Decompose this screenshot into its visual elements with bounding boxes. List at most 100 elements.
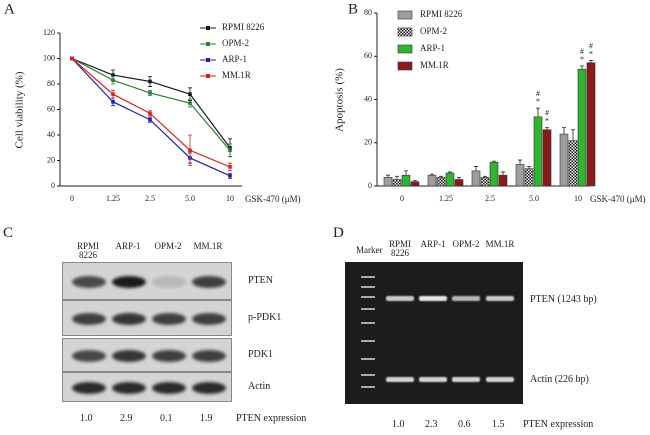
point [111, 73, 115, 77]
expression-label: PTEN expression [236, 413, 307, 424]
bar [559, 133, 569, 187]
lane-label: ARP-1 [420, 239, 446, 249]
y-tick-label: 80 [47, 79, 55, 88]
band-label: PTEN (1243 bp) [530, 294, 597, 305]
blot-band [192, 350, 226, 362]
blot-band [152, 276, 186, 288]
y-tick-label: 40 [47, 130, 55, 139]
lane-label: ARP-1 [115, 241, 141, 251]
error-bar [518, 159, 522, 165]
significance-marker: * [536, 97, 540, 106]
gel-band [452, 296, 480, 301]
marker-band [361, 322, 375, 324]
point [111, 92, 115, 96]
legend-swatch [397, 27, 413, 37]
legend-swatch [397, 61, 413, 71]
point [148, 111, 152, 116]
legend-label: RPMI 8226 [420, 9, 463, 19]
lane-label: MM.1R [193, 241, 223, 251]
error-bar [474, 166, 478, 171]
error-bar [545, 127, 549, 130]
point [111, 100, 115, 104]
lane-label: RPMI 8226 [76, 241, 99, 260]
panel-label: C [3, 225, 14, 241]
error-bar [386, 174, 390, 178]
x-tick-label: 1.25 [106, 194, 120, 203]
expression-value: 1.9 [200, 413, 213, 424]
legend-label: OPM-2 [222, 38, 249, 48]
y-axis-label: Apoptosis (%) [334, 68, 346, 132]
point [111, 78, 115, 82]
bar [454, 179, 464, 187]
point [188, 92, 192, 96]
blot-band [152, 382, 186, 394]
lane-label: OPM-2 [154, 241, 182, 251]
blot-row [62, 262, 232, 300]
bar [577, 68, 587, 187]
legend-label: OPM-2 [420, 26, 447, 36]
y-tick-label: 100 [43, 53, 55, 62]
blot-band [72, 350, 106, 362]
error-bar [589, 60, 593, 63]
bar [586, 62, 596, 187]
error-bar [501, 171, 505, 176]
expression-value: 2.9 [120, 413, 133, 424]
marker-label: Marker [356, 245, 383, 255]
marker-band [361, 374, 375, 376]
x-tick-label: 10 [226, 194, 234, 203]
gel-band [386, 377, 414, 382]
significance-marker: # [536, 89, 540, 98]
point [148, 117, 152, 122]
point [148, 91, 152, 95]
error-bar [404, 170, 408, 176]
expression-value: 2.3 [425, 419, 438, 430]
error-bar [580, 65, 584, 70]
bar [471, 170, 481, 187]
blot-band [112, 382, 146, 394]
blot-row [62, 300, 232, 336]
x-tick-label: 5.0 [185, 194, 195, 203]
error-bar [536, 107, 540, 117]
y-tick-label: 80 [364, 8, 372, 17]
expression-value: 1.0 [80, 413, 93, 424]
row-label: p-PDK1 [248, 312, 282, 323]
series-line [71, 57, 231, 149]
panel-label: B [348, 1, 358, 17]
error-bar [562, 127, 566, 135]
blot-band [112, 350, 146, 362]
bar [533, 116, 543, 187]
blot-band [192, 382, 226, 394]
legend-marker [206, 74, 210, 78]
marker-band [361, 340, 375, 342]
legend-label: MM.1R [222, 70, 251, 80]
lane-label: MM.1R [485, 239, 515, 249]
blot-band [192, 276, 226, 288]
blot-band [72, 313, 106, 325]
y-tick-label: 120 [43, 28, 55, 37]
row-label: Actin [248, 381, 271, 392]
panel-label: A [4, 1, 15, 17]
gel-band [419, 377, 447, 382]
y-tick-label: 20 [364, 138, 372, 147]
y-tick-label: 0 [368, 181, 372, 190]
legend-swatch [397, 10, 413, 20]
bar [480, 177, 490, 187]
legend-marker [206, 26, 210, 30]
bar [427, 174, 437, 187]
blot-band [72, 382, 106, 394]
gel-band [419, 296, 447, 301]
expression-value: 0.1 [160, 413, 173, 424]
bar [542, 129, 552, 187]
legend-marker [206, 58, 210, 62]
gel-band [386, 296, 414, 301]
bar [489, 161, 499, 187]
row-label: PDK1 [248, 349, 274, 360]
x-tick-label: 10 [574, 194, 582, 203]
bar [445, 172, 455, 187]
expression-value: 1.0 [392, 419, 405, 430]
bar [436, 177, 446, 187]
x-tick-label: 2.5 [145, 194, 155, 203]
legend-label: ARP-1 [420, 43, 445, 53]
